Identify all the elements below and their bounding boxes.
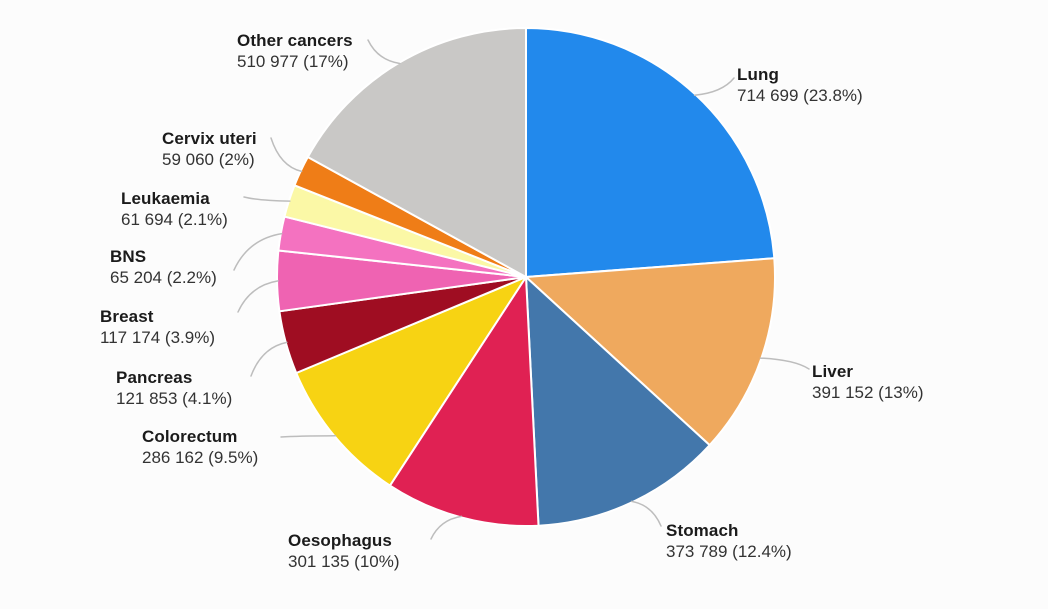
pie-label-stomach: Stomach 373 789 (12.4%)	[666, 520, 792, 562]
pie-label-liver-name: Liver	[812, 362, 854, 381]
pie-label-other-cancers: Other cancers 510 977 (17%)	[237, 30, 353, 72]
callout-line-stomach	[630, 500, 662, 527]
pie-label-breast-name: Breast	[100, 307, 154, 326]
pie-label-breast-value: 117 174 (3.9%)	[100, 328, 215, 347]
pie-label-lung: Lung 714 699 (23.8%)	[737, 64, 863, 106]
pie-label-cervix-uteri-value: 59 060 (2%)	[162, 150, 255, 169]
callout-line-pancreas	[250, 341, 288, 377]
pie-label-colorectum-name: Colorectum	[142, 427, 238, 446]
pie-label-cervix-uteri: Cervix uteri 59 060 (2%)	[162, 128, 257, 170]
callout-line-bns	[233, 232, 283, 271]
pie-label-other-cancers-name: Other cancers	[237, 31, 353, 50]
pie-label-colorectum: Colorectum 286 162 (9.5%)	[142, 426, 258, 468]
pie-label-leukaemia-value: 61 694 (2.1%)	[121, 210, 228, 229]
pie-label-liver: Liver 391 152 (13%)	[812, 361, 924, 403]
callout-line-cervix-uteri	[270, 137, 303, 173]
pie-label-pancreas-name: Pancreas	[116, 368, 193, 387]
pie-label-pancreas: Pancreas 121 853 (4.1%)	[116, 367, 232, 409]
callout-line-leukaemia	[243, 196, 291, 202]
pie-label-bns: BNS 65 204 (2.2%)	[110, 246, 217, 288]
pie-label-bns-value: 65 204 (2.2%)	[110, 268, 217, 287]
pie-label-lung-value: 714 699 (23.8%)	[737, 86, 863, 105]
pie-label-oesophagus: Oesophagus 301 135 (10%)	[288, 530, 400, 572]
callout-line-colorectum	[280, 434, 337, 438]
callout-line-liver	[759, 357, 810, 370]
pie-label-oesophagus-name: Oesophagus	[288, 531, 392, 550]
pie-label-bns-name: BNS	[110, 247, 147, 266]
pie-label-liver-value: 391 152 (13%)	[812, 383, 924, 402]
callout-line-oesophagus	[430, 515, 463, 540]
pie-label-stomach-value: 373 789 (12.4%)	[666, 542, 792, 561]
pie-label-cervix-uteri-name: Cervix uteri	[162, 129, 257, 148]
callout-line-other-cancers	[367, 39, 401, 65]
callout-line-lung	[693, 77, 735, 96]
pie-label-breast: Breast 117 174 (3.9%)	[100, 306, 215, 348]
pie-label-leukaemia-name: Leukaemia	[121, 189, 210, 208]
callout-line-breast	[237, 280, 279, 313]
pie-label-pancreas-value: 121 853 (4.1%)	[116, 389, 233, 408]
pie-label-stomach-name: Stomach	[666, 521, 739, 540]
pie-label-lung-name: Lung	[737, 65, 779, 84]
pie-label-oesophagus-value: 301 135 (10%)	[288, 552, 400, 571]
pie-slice-oesophagus	[388, 276, 540, 528]
pie-label-colorectum-value: 286 162 (9.5%)	[142, 448, 259, 467]
pie-label-other-cancers-value: 510 977 (17%)	[237, 52, 349, 71]
pie-label-leukaemia: Leukaemia 61 694 (2.1%)	[121, 188, 228, 230]
